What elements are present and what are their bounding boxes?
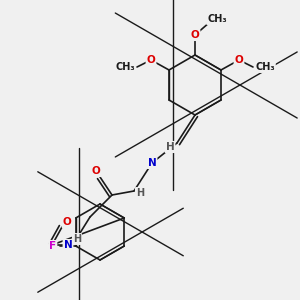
Text: H: H — [73, 234, 81, 244]
Text: H: H — [166, 142, 174, 152]
Text: CH₃: CH₃ — [207, 14, 227, 24]
Text: O: O — [147, 55, 155, 65]
Text: CH₃: CH₃ — [255, 62, 275, 72]
Text: O: O — [63, 217, 71, 227]
Text: N: N — [148, 158, 156, 168]
Text: O: O — [235, 55, 243, 65]
Text: O: O — [190, 30, 200, 40]
Text: H: H — [136, 188, 144, 198]
Text: O: O — [92, 166, 100, 176]
Text: CH₃: CH₃ — [115, 62, 135, 72]
Text: N: N — [64, 240, 72, 250]
Text: F: F — [49, 241, 56, 251]
